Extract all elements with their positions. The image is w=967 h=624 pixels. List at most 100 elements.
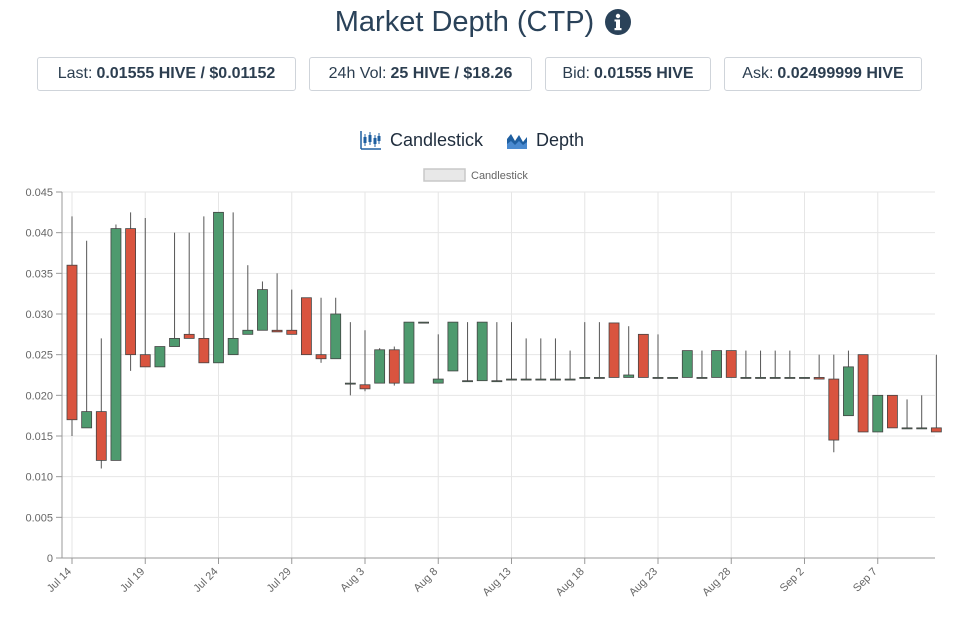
candle-body	[550, 378, 561, 381]
candle[interactable]	[872, 394, 884, 433]
candle[interactable]	[300, 297, 312, 356]
candle[interactable]	[257, 281, 268, 331]
candle[interactable]	[637, 333, 649, 378]
x-tick-label: Jul 24	[191, 566, 220, 595]
candle[interactable]	[491, 322, 503, 383]
candle[interactable]	[432, 334, 444, 384]
candle[interactable]	[139, 218, 151, 368]
candle-body	[491, 380, 503, 383]
market-stats: Last: 0.01555 HIVE / $0.01152 24h Vol: 2…	[0, 57, 967, 93]
candle[interactable]	[916, 395, 928, 430]
candle[interactable]	[213, 211, 224, 364]
candle[interactable]	[623, 326, 635, 378]
candle[interactable]	[125, 212, 136, 371]
candle[interactable]	[579, 322, 591, 379]
candle-body	[681, 350, 693, 378]
x-tick-label: Aug 13	[480, 566, 513, 599]
candle[interactable]	[81, 240, 93, 429]
candle[interactable]	[535, 338, 547, 381]
candle-body	[388, 349, 400, 384]
x-tick-label: Jul 14	[45, 566, 74, 595]
candle-body	[901, 427, 913, 430]
candle[interactable]	[169, 232, 180, 347]
candle[interactable]	[667, 377, 679, 379]
x-tick-label: Aug 23	[627, 566, 660, 599]
candle[interactable]	[476, 321, 488, 382]
candle[interactable]	[271, 273, 283, 333]
chart-tabs: Candlestick Depth	[0, 126, 967, 156]
candle[interactable]	[286, 289, 298, 335]
tab-depth-label: Depth	[536, 129, 585, 150]
x-tick-label: Aug 18	[554, 566, 587, 599]
candle[interactable]	[506, 322, 517, 381]
candle[interactable]	[799, 377, 810, 379]
candle[interactable]	[652, 334, 664, 379]
candle[interactable]	[315, 297, 327, 363]
candle-body	[418, 321, 430, 324]
tab-depth[interactable]: Depth	[506, 126, 584, 154]
candle-body	[916, 427, 928, 430]
candle[interactable]	[887, 394, 898, 429]
candle-body	[213, 211, 224, 364]
candle[interactable]	[930, 354, 942, 433]
candle[interactable]	[403, 321, 415, 384]
candle[interactable]	[447, 321, 459, 372]
candle[interactable]	[696, 350, 708, 379]
candle-body	[930, 427, 942, 433]
candle-body	[359, 384, 371, 390]
candle-body	[66, 264, 78, 421]
candle[interactable]	[344, 322, 356, 396]
candle[interactable]	[755, 350, 766, 379]
stat-volume: 24h Vol: 25 HIVE / $18.26	[309, 57, 532, 91]
candle-body	[667, 377, 679, 379]
candle-body	[652, 377, 664, 379]
candle[interactable]	[110, 224, 122, 461]
candle[interactable]	[227, 212, 239, 356]
stat-bid-value: 0.01555 HIVE	[593, 65, 694, 82]
candle[interactable]	[608, 322, 620, 378]
candle[interactable]	[769, 350, 781, 379]
tab-candlestick[interactable]: Candlestick	[360, 126, 483, 154]
candle[interactable]	[901, 399, 913, 430]
candle[interactable]	[183, 232, 195, 339]
candle[interactable]	[418, 321, 430, 324]
stat-last-value: 0.01555 HIVE / $0.01152	[96, 65, 276, 82]
candle[interactable]	[462, 322, 473, 383]
candle[interactable]	[564, 350, 576, 381]
candle[interactable]	[374, 348, 386, 384]
candle[interactable]	[725, 350, 737, 378]
candle[interactable]	[154, 346, 166, 368]
candle[interactable]	[711, 350, 722, 378]
candle[interactable]	[550, 338, 561, 381]
y-tick-label: 0	[47, 553, 53, 565]
candle-body	[447, 321, 459, 372]
legend-swatch	[423, 168, 466, 182]
chart-legend[interactable]: Candlestick	[423, 168, 528, 182]
tab-candlestick-label: Candlestick	[390, 129, 484, 150]
y-tick-label: 0.015	[25, 431, 53, 443]
info-circle-icon[interactable]	[604, 8, 632, 36]
candle[interactable]	[198, 216, 210, 364]
candle-body	[843, 366, 854, 417]
y-tick-label: 0.030	[25, 309, 53, 321]
candle[interactable]	[843, 350, 854, 417]
candle[interactable]	[857, 354, 869, 433]
candle[interactable]	[520, 338, 532, 381]
candle[interactable]	[594, 322, 605, 379]
candle-body	[95, 411, 107, 461]
candle[interactable]	[784, 350, 796, 379]
candle[interactable]	[359, 330, 371, 392]
candle[interactable]	[740, 350, 752, 379]
candle[interactable]	[828, 354, 840, 453]
candle[interactable]	[330, 297, 342, 360]
candle[interactable]	[95, 338, 107, 469]
candle[interactable]	[242, 265, 254, 335]
legend-label: Candlestick	[471, 170, 528, 182]
y-tick-label: 0.045	[25, 187, 53, 199]
candle[interactable]	[66, 216, 78, 436]
candlestick-icon	[360, 131, 381, 150]
candle[interactable]	[388, 346, 400, 386]
y-tick-label: 0.040	[25, 228, 53, 240]
candle[interactable]	[681, 350, 693, 378]
candle[interactable]	[813, 354, 825, 380]
